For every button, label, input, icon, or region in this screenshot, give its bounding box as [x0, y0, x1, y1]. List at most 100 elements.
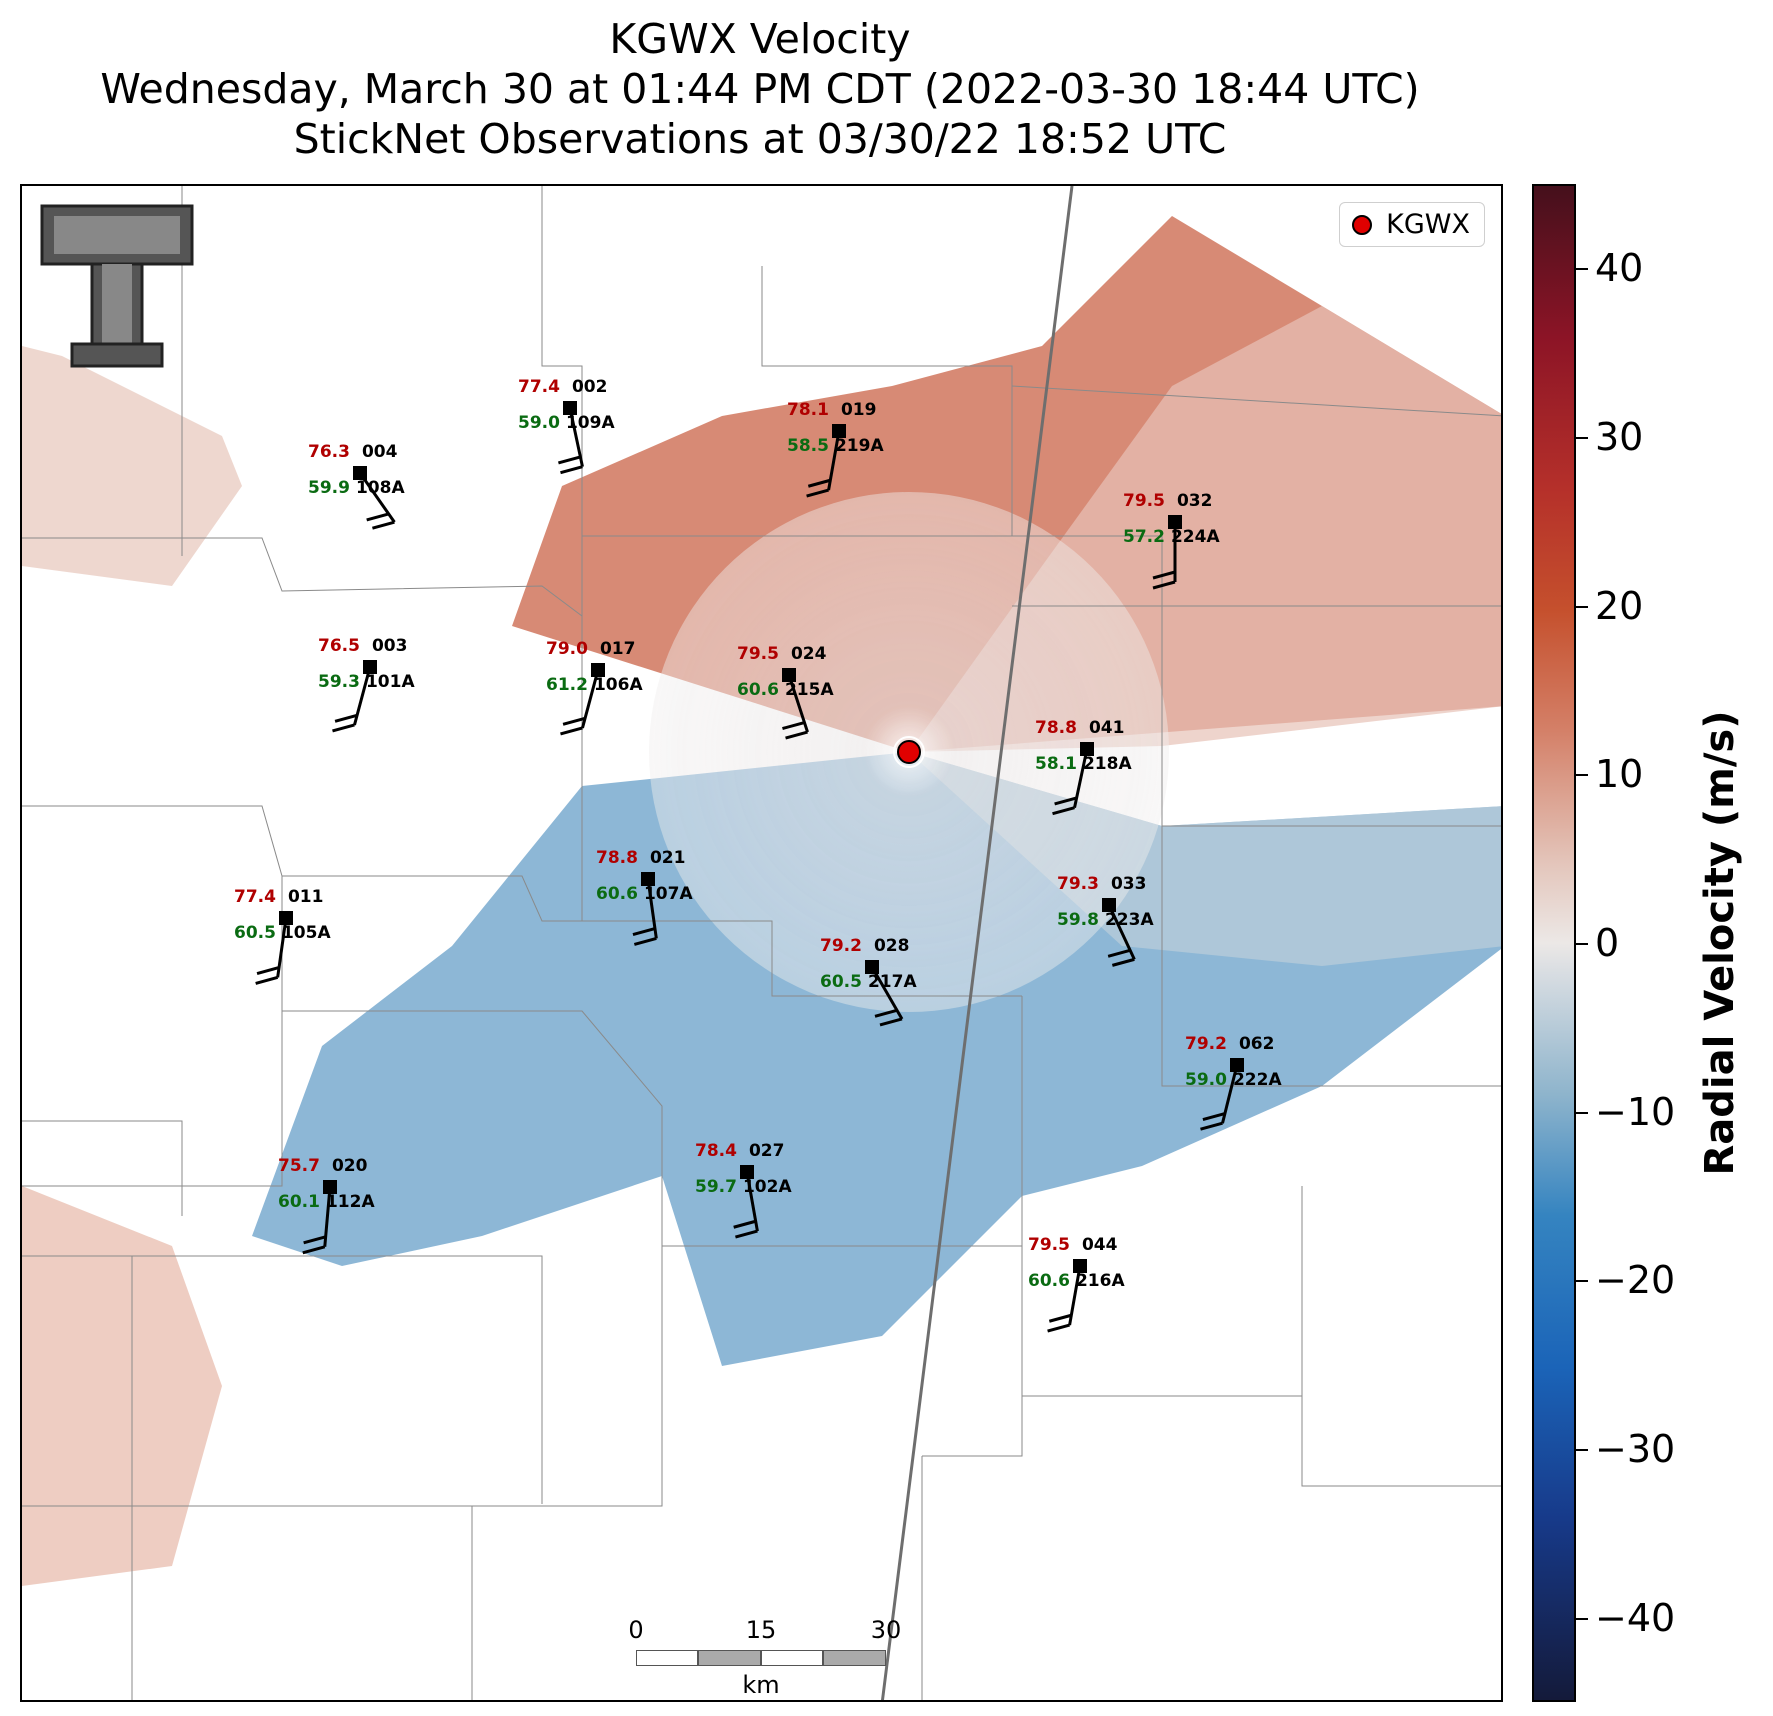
colorbar-tick [1576, 1617, 1588, 1620]
wind-barb [1048, 1313, 1072, 1323]
dewpoint-value: 57.2 [1123, 527, 1165, 547]
dewpoint-value: 58.5 [787, 436, 829, 456]
probe-id: 218A [1082, 754, 1132, 774]
dewpoint-value: 61.2 [546, 675, 588, 695]
dewpoint-value: 60.6 [1028, 1271, 1070, 1291]
wind-barb [632, 927, 656, 936]
station-label-019: 78.1 019 58.5 219A [787, 401, 884, 455]
scale-seg-4 [823, 1650, 886, 1666]
station-markers [255, 401, 1244, 1333]
radar-map[interactable]: KGWX 77.4 002 59.0 109A 78.1 019 58.5 219A 76.3 0… [20, 184, 1503, 1702]
station-label-011: 77.4 011 60.5 105A [234, 888, 331, 942]
colorbar-tick-label: −10 [1595, 1089, 1676, 1134]
wind-barb [806, 488, 829, 498]
wind-barb [807, 478, 831, 488]
station-id: 062 [1238, 1034, 1275, 1054]
station-label-033: 79.3 033 59.8 223A [1057, 875, 1154, 929]
probe-id: 105A [281, 923, 331, 943]
station-id: 020 [331, 1156, 368, 1176]
county-boundaries [22, 186, 1501, 1700]
colorbar-tick-label: 10 [1595, 752, 1644, 797]
station-id: 024 [790, 644, 827, 664]
wind-barb [1052, 806, 1075, 816]
station-id: 003 [371, 636, 408, 656]
station-label-020: 75.7 020 60.1 112A [278, 1157, 375, 1211]
colorbar-tick [1576, 774, 1588, 777]
wind-barb [366, 512, 390, 522]
map-legend: KGWX [1339, 202, 1485, 247]
station-id: 004 [361, 442, 398, 462]
wind-barb [879, 1017, 903, 1027]
probe-id: 112A [325, 1192, 375, 1212]
dewpoint-value: 60.6 [737, 680, 779, 700]
wind-barb-staff [581, 669, 600, 729]
dewpoint-value: 60.5 [820, 972, 862, 992]
wind-barb [1200, 1121, 1223, 1131]
temperature-value: 79.3 [1057, 874, 1099, 894]
wind-barb-staff [358, 472, 396, 524]
probe-id: 109A [565, 413, 615, 433]
dewpoint-value: 60.6 [596, 884, 638, 904]
temperature-value: 78.4 [695, 1141, 737, 1161]
wind-barb [1047, 1323, 1070, 1333]
dewpoint-value: 59.3 [318, 672, 360, 692]
scale-label-30: 30 [870, 1616, 902, 1644]
temperature-value: 78.8 [596, 848, 638, 868]
wind-barb [735, 1229, 758, 1239]
station-label-044: 79.5 044 60.6 216A [1028, 1236, 1125, 1290]
station-label-004: 76.3 004 59.9 108A [308, 443, 405, 497]
probe-id: 108A [355, 478, 405, 498]
wind-barb [560, 465, 583, 475]
temperature-value: 79.2 [820, 936, 862, 956]
scale-label-15: 15 [745, 1616, 777, 1644]
temperature-value: 79.0 [546, 639, 588, 659]
dewpoint-value: 59.8 [1057, 910, 1099, 930]
probe-id: 223A [1104, 910, 1154, 930]
wind-barb [633, 936, 657, 946]
wind-barb [1054, 796, 1077, 806]
dewpoint-value: 59.7 [695, 1177, 737, 1197]
scale-bar: 0 15 30 km [628, 1616, 901, 1699]
station-id: 027 [748, 1141, 785, 1161]
wind-barb [1107, 948, 1131, 958]
radar-site-marker [897, 740, 921, 764]
station-id: 002 [571, 377, 608, 397]
station-id: 021 [649, 848, 686, 868]
wind-barb [782, 721, 805, 730]
wind-barb [255, 975, 279, 985]
station-id: 011 [287, 887, 324, 907]
wind-barb [1202, 1112, 1226, 1121]
velocity-colorbar [1532, 184, 1576, 1702]
legend-label: KGWX [1386, 209, 1470, 240]
colorbar-tick [1576, 268, 1588, 271]
wind-barb [785, 730, 808, 740]
temperature-value: 79.5 [1123, 491, 1165, 511]
wind-barb [302, 1245, 326, 1255]
temperature-value: 78.8 [1035, 718, 1077, 738]
dewpoint-value: 59.0 [518, 413, 560, 433]
colorbar-tick-label: 20 [1595, 583, 1644, 628]
dewpoint-value: 59.0 [1185, 1070, 1227, 1090]
wind-barb [1111, 957, 1135, 967]
velocity-echoes [22, 216, 1501, 1586]
colorbar-tick-label: −30 [1595, 1427, 1676, 1471]
station-label-028: 79.2 028 60.5 217A [820, 937, 917, 991]
temperature-value: 75.7 [278, 1156, 320, 1176]
colorbar-tick-label: 30 [1595, 415, 1644, 459]
temperature-value: 79.5 [737, 644, 779, 664]
wind-barb [558, 455, 581, 465]
wind-barb-staff [568, 407, 584, 468]
station-id: 017 [599, 639, 636, 659]
wind-barb [874, 1008, 898, 1018]
probe-id: 102A [742, 1177, 792, 1197]
colorbar-tick [1576, 1280, 1588, 1283]
probe-id: 217A [867, 972, 917, 992]
wind-barb [1152, 570, 1176, 580]
station-id: 019 [840, 400, 877, 420]
temperature-value: 77.4 [518, 377, 560, 397]
wind-barb [334, 713, 358, 723]
scale-unit: km [742, 1671, 780, 1699]
wind-barb [733, 1219, 757, 1229]
station-label-021: 78.8 021 60.6 107A [596, 849, 693, 903]
scale-seg-2 [698, 1650, 761, 1666]
